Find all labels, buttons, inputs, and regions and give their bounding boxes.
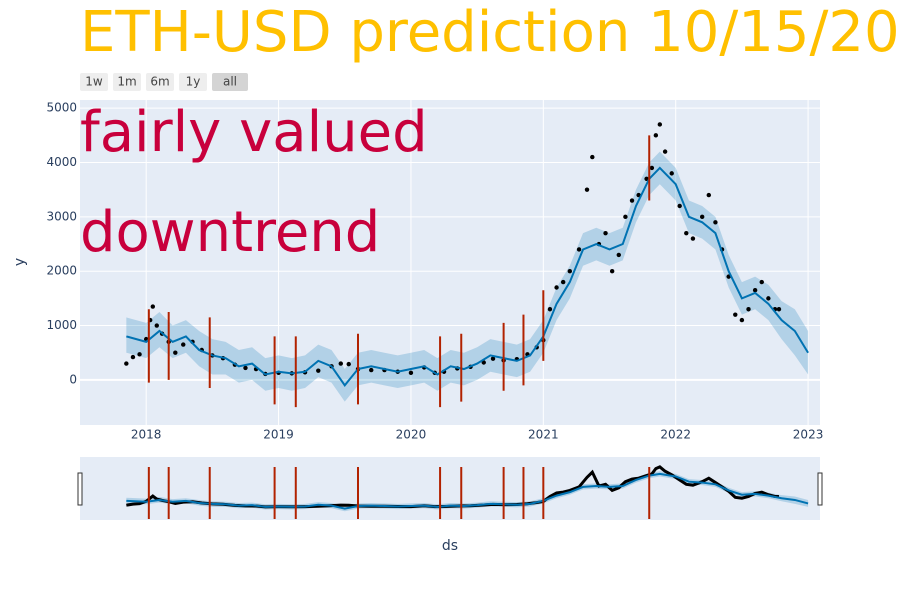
x-tick-label: 2018 (131, 428, 162, 442)
actual-point (766, 296, 771, 301)
actual-point (759, 279, 764, 285)
slider-handle[interactable] (77, 472, 83, 506)
actual-point (739, 317, 745, 323)
range-button-label[interactable]: 1m (117, 75, 136, 89)
actual-point (746, 307, 751, 312)
actual-point (338, 361, 343, 366)
actual-point (576, 247, 582, 252)
actual-point (130, 354, 136, 360)
range-button[interactable] (212, 73, 248, 91)
slider-handle[interactable] (817, 472, 823, 506)
actual-point (752, 288, 758, 293)
x-tick-label: 2023 (793, 428, 824, 442)
actual-point (590, 154, 595, 160)
actual-point (657, 122, 663, 127)
actual-point (554, 285, 559, 290)
actual-point (173, 350, 178, 355)
range-slider[interactable] (80, 457, 820, 520)
y-tick-label: 1000 (46, 318, 77, 332)
actual-point (316, 368, 321, 373)
actual-point (603, 230, 608, 236)
x-tick-label: 2019 (263, 428, 294, 442)
actual-point (699, 214, 705, 220)
annotation: fairly valued (80, 100, 428, 165)
range-button[interactable] (179, 73, 207, 91)
x-tick-label: 2020 (396, 428, 427, 442)
y-axis-label: y (12, 258, 28, 266)
actual-point (408, 370, 414, 376)
actual-point (684, 230, 689, 236)
actual-point (653, 133, 659, 138)
y-tick-label: 4000 (46, 155, 77, 169)
range-button-label[interactable]: all (223, 75, 237, 89)
actual-point (150, 304, 156, 309)
actual-point (481, 360, 486, 365)
actual-point (706, 192, 712, 198)
y-tick-label: 3000 (46, 209, 77, 223)
actual-point (584, 187, 590, 192)
actual-point (181, 342, 186, 347)
actual-point (547, 307, 553, 312)
actual-point (677, 203, 682, 209)
actual-point (669, 171, 674, 176)
actual-point (137, 352, 142, 357)
slider-uncertainty-band (126, 471, 809, 512)
uncertainty-band (126, 151, 809, 402)
actual-point (490, 356, 496, 361)
actual-point (649, 165, 655, 171)
actual-point (154, 323, 159, 328)
y-tick-label: 5000 (46, 101, 77, 115)
actual-point (560, 279, 566, 285)
actual-point (690, 236, 696, 241)
range-button-label[interactable]: 1y (186, 75, 201, 89)
slider-forecast-line (126, 472, 809, 510)
actual-point (609, 268, 615, 274)
actual-point (629, 198, 635, 203)
actual-point (124, 361, 129, 366)
range-button-label[interactable]: 1w (85, 75, 103, 89)
actual-point (623, 214, 628, 220)
x-tick-label: 2022 (660, 428, 691, 442)
y-tick-label: 0 (69, 372, 77, 386)
x-axis-label: ds (442, 538, 458, 554)
forecast-line (126, 166, 809, 387)
actual-point (369, 367, 374, 373)
x-tick-label: 2021 (528, 428, 559, 442)
actual-point (776, 307, 782, 312)
actual-point (346, 361, 351, 367)
actual-point (567, 268, 573, 274)
range-button[interactable] (146, 73, 174, 91)
actual-point (616, 252, 621, 258)
annotation: downtrend (80, 200, 380, 265)
actual-point (662, 149, 668, 154)
actual-point (243, 365, 248, 371)
range-button[interactable] (80, 73, 108, 91)
y-tick-label: 2000 (46, 264, 77, 278)
plot-background (80, 100, 820, 425)
actual-point (733, 312, 738, 317)
range-button-label[interactable]: 6m (150, 75, 169, 89)
chart-title: ETH-USD prediction 10/15/2022 (80, 0, 900, 65)
actual-point (713, 220, 718, 225)
range-button[interactable] (113, 73, 141, 91)
